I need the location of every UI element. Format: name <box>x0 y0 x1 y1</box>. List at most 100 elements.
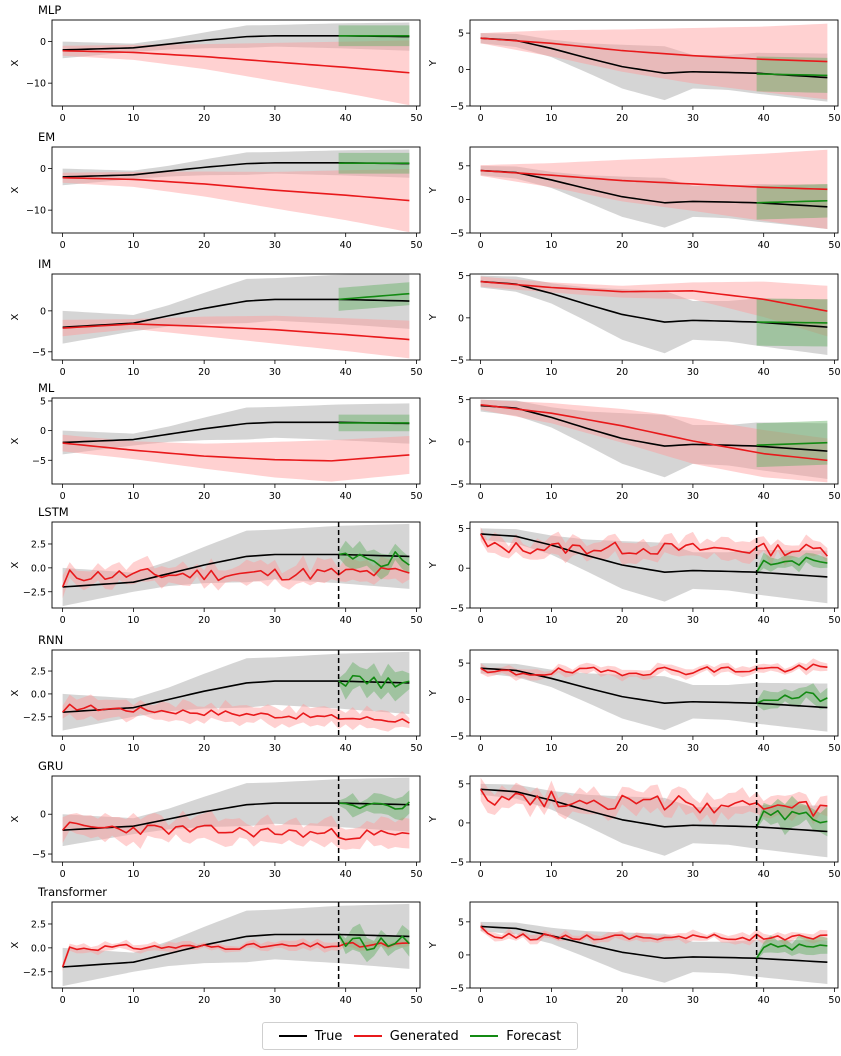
x-tick-label: 40 <box>340 113 352 124</box>
panel-im-x: 0 10 20 30 40 50 −5 0 X IM <box>10 257 423 378</box>
legend-item-forecast: Forecast <box>470 1029 561 1044</box>
panel-title: MLP <box>38 3 61 17</box>
forecast-line <box>756 321 828 324</box>
x-tick-label: 50 <box>410 869 422 880</box>
axes-frame <box>51 19 421 107</box>
y-axis-label: Y <box>428 59 439 67</box>
y-axis-label: Y <box>428 313 439 321</box>
generated-band <box>62 40 410 106</box>
y-axis-label: X <box>10 59 21 66</box>
x-tick-label: 20 <box>198 240 210 251</box>
generated-line <box>479 533 828 557</box>
x-tick-label: 30 <box>687 113 699 124</box>
generated-line <box>480 169 828 191</box>
true-band <box>62 403 410 455</box>
x-tick-label: 0 <box>60 491 66 502</box>
axes-frame <box>469 146 839 234</box>
forecast-line <box>756 73 828 77</box>
x-tick-label: 30 <box>687 491 699 502</box>
true-line <box>62 933 410 968</box>
x-tick-label: 20 <box>616 240 628 251</box>
x-tick-label: 10 <box>545 615 557 626</box>
forecast-line <box>338 551 410 568</box>
x-tick-label: 30 <box>269 113 281 124</box>
legend-label-true: True <box>314 1028 343 1044</box>
generated-band <box>480 777 828 826</box>
x-tick-label: 20 <box>616 869 628 880</box>
y-tick-label: −5 <box>32 850 46 861</box>
y-tick-label: 0 <box>458 950 464 961</box>
y-tick-label: 0 <box>458 437 464 448</box>
forecast-band <box>338 790 410 821</box>
x-tick-label: 20 <box>198 615 210 626</box>
generated-band <box>62 169 410 233</box>
axes-frame <box>51 397 421 485</box>
y-tick-label: −10 <box>26 79 46 90</box>
x-tick-label: 50 <box>828 113 840 124</box>
y-tick-label: 0 <box>458 195 464 206</box>
y-tick-label: −2.5 <box>23 967 46 978</box>
x-tick-label: 30 <box>687 743 699 754</box>
x-tick-label: 0 <box>478 615 484 626</box>
y-tick-label: 2.5 <box>31 919 46 930</box>
x-tick-label: 0 <box>478 491 484 502</box>
x-tick-label: 50 <box>410 995 422 1006</box>
x-tick-label: 10 <box>127 995 139 1006</box>
y-tick-label: 2.5 <box>31 539 46 550</box>
true-band <box>480 783 828 858</box>
forecast-line <box>338 674 410 689</box>
x-tick-label: 0 <box>60 869 66 880</box>
y-tick-label: 0 <box>458 65 464 76</box>
y-axis-label: X <box>10 186 21 193</box>
true-band <box>480 663 828 732</box>
x-tick-label: 0 <box>60 995 66 1006</box>
x-tick-label: 10 <box>545 743 557 754</box>
true-line <box>480 925 828 963</box>
x-tick-label: 40 <box>758 869 770 880</box>
axes-frame <box>51 146 421 234</box>
generated-line <box>480 280 828 312</box>
x-tick-label: 30 <box>269 743 281 754</box>
x-tick-label: 0 <box>60 615 66 626</box>
generated-line <box>62 703 410 724</box>
x-tick-label: 0 <box>60 113 66 124</box>
generated-band <box>480 23 828 100</box>
forecast-line <box>756 691 828 704</box>
generated-band <box>62 694 410 732</box>
y-axis-label: Y <box>428 689 439 697</box>
x-tick-label: 10 <box>127 869 139 880</box>
x-tick-label: 10 <box>545 240 557 251</box>
x-tick-label: 10 <box>127 113 139 124</box>
x-tick-label: 0 <box>60 367 66 378</box>
generated-band <box>480 276 828 337</box>
x-tick-label: 0 <box>60 743 66 754</box>
y-tick-label: 0 <box>458 564 464 575</box>
legend-item-true: True <box>278 1028 343 1044</box>
x-tick-label: 10 <box>545 491 557 502</box>
plot-area <box>480 902 828 988</box>
y-axis-label: X <box>10 313 21 320</box>
y-tick-label: −5 <box>450 984 464 995</box>
y-axis-label: X <box>10 437 21 444</box>
generated-line <box>61 566 410 588</box>
x-tick-label: 30 <box>687 367 699 378</box>
plot-area <box>480 149 828 229</box>
x-tick-label: 30 <box>269 240 281 251</box>
y-tick-label: −5 <box>32 347 46 358</box>
x-tick-label: 30 <box>687 615 699 626</box>
plot-area <box>62 22 410 106</box>
panel-em-x: 0 10 20 30 40 50 −10 0 X EM <box>10 130 423 251</box>
panel-mlp-x: 0 10 20 30 40 50 −10 0 X MLP <box>10 3 423 124</box>
panel-title: Transformer <box>37 885 107 899</box>
x-tick-label: 50 <box>828 240 840 251</box>
x-tick-label: 40 <box>340 869 352 880</box>
x-tick-label: 0 <box>478 113 484 124</box>
x-tick-label: 20 <box>198 743 210 754</box>
x-tick-label: 10 <box>545 995 557 1006</box>
y-tick-label: 0 <box>40 37 46 48</box>
panel-title: EM <box>38 130 55 144</box>
legend-label-generated: Generated <box>389 1028 459 1044</box>
generated-band <box>480 149 828 229</box>
forecast-line <box>338 801 410 810</box>
